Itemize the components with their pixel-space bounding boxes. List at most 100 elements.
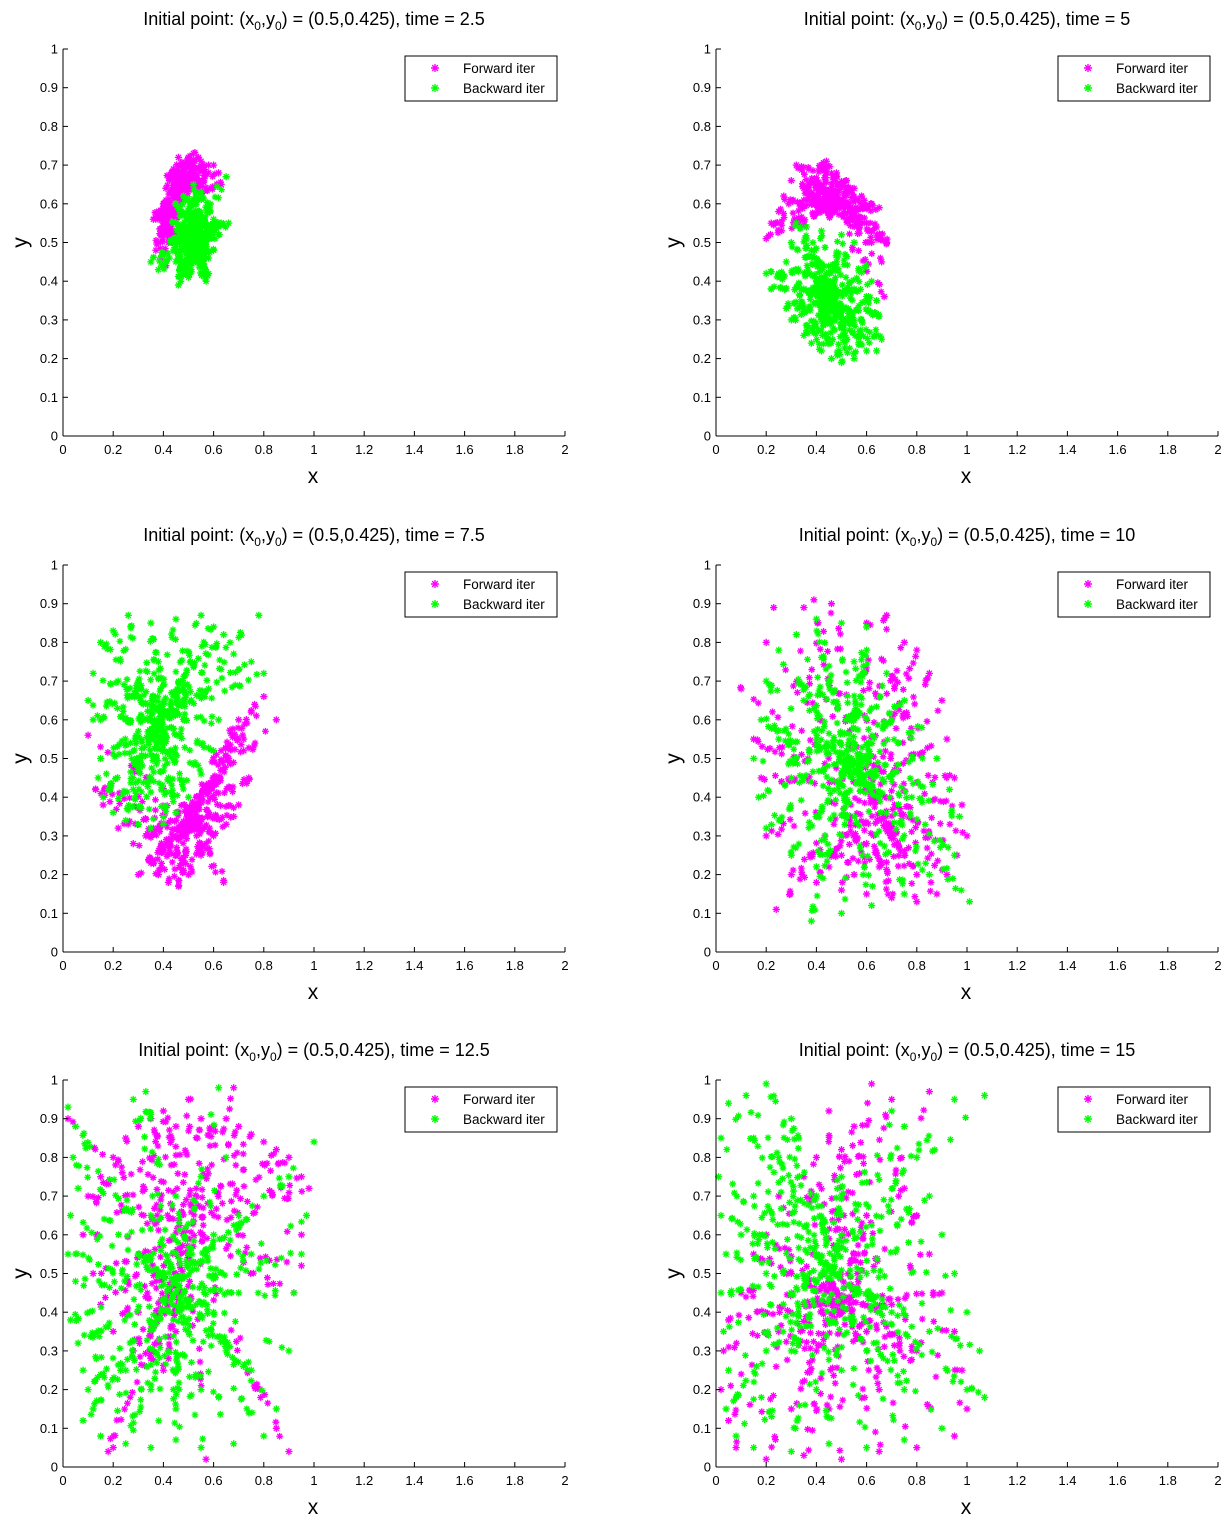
scatter-point bbox=[170, 825, 178, 833]
scatter-point bbox=[157, 1196, 165, 1204]
scatter-point bbox=[247, 1366, 255, 1374]
scatter-point bbox=[737, 684, 745, 691]
scatter-point bbox=[778, 221, 786, 229]
scatter-point bbox=[177, 230, 184, 238]
legend-label: Backward iter bbox=[1116, 81, 1198, 96]
scatter-point bbox=[261, 1292, 269, 1300]
scatter-point bbox=[254, 1289, 262, 1297]
scatter-point bbox=[860, 332, 867, 340]
scatter-point bbox=[168, 1236, 176, 1243]
scatter-point bbox=[159, 811, 167, 819]
scatter-point bbox=[183, 776, 191, 784]
scatter-point bbox=[838, 357, 846, 365]
scatter-point bbox=[857, 326, 865, 334]
scatter-point bbox=[151, 1129, 159, 1136]
scatter-point bbox=[155, 1155, 162, 1163]
scatter-point bbox=[950, 774, 959, 782]
scatter-point bbox=[114, 824, 122, 832]
scatter-point bbox=[233, 1149, 241, 1157]
scatter-point bbox=[232, 1191, 240, 1199]
y-tick-label: 0.7 bbox=[40, 674, 58, 689]
scatter-point bbox=[820, 200, 828, 207]
scatter-point bbox=[885, 877, 892, 885]
scatter-point bbox=[97, 1371, 104, 1379]
scatter-point bbox=[199, 223, 207, 231]
scatter-point bbox=[809, 252, 817, 260]
scatter-point bbox=[841, 177, 849, 185]
scatter-point bbox=[838, 750, 846, 757]
scatter-point bbox=[917, 795, 925, 803]
scatter-point bbox=[235, 1211, 243, 1220]
scatter-point bbox=[923, 717, 931, 725]
scatter-point bbox=[302, 1211, 311, 1220]
scatter-point bbox=[182, 1303, 190, 1311]
x-tick-label: 1 bbox=[310, 442, 317, 457]
scatter-point bbox=[194, 843, 201, 851]
scatter-point bbox=[174, 701, 182, 708]
scatter-point bbox=[866, 293, 874, 301]
scatter-point bbox=[849, 774, 856, 781]
scatter-point bbox=[154, 265, 162, 274]
scatter-point bbox=[230, 1152, 238, 1159]
scatter-point bbox=[862, 752, 870, 759]
scatter-point bbox=[797, 796, 805, 804]
scatter-point bbox=[195, 1345, 203, 1353]
scatter-point bbox=[870, 753, 878, 761]
scatter-point bbox=[808, 201, 815, 208]
scatter-point bbox=[198, 642, 206, 650]
x-tick-label: 0.4 bbox=[154, 442, 172, 457]
scatter-point bbox=[115, 789, 123, 797]
scatter-point bbox=[831, 274, 839, 281]
scatter-point bbox=[199, 1435, 207, 1443]
scatter-point bbox=[812, 808, 820, 816]
scatter-point bbox=[172, 1327, 180, 1336]
scatter-point bbox=[147, 1355, 155, 1363]
x-tick-label: 1.6 bbox=[1109, 442, 1127, 457]
scatter-point bbox=[209, 245, 217, 253]
scatter-point bbox=[207, 200, 214, 208]
data-points bbox=[737, 596, 974, 925]
scatter-point bbox=[165, 1186, 172, 1194]
scatter-point bbox=[856, 810, 864, 818]
scatter-point bbox=[176, 183, 184, 191]
scatter-point bbox=[285, 1347, 293, 1355]
scatter-point bbox=[222, 173, 230, 181]
scatter-point bbox=[131, 734, 139, 742]
scatter-point bbox=[241, 720, 248, 728]
scatter-point bbox=[213, 751, 220, 758]
scatter-point bbox=[189, 800, 197, 808]
scatter-point bbox=[900, 780, 908, 788]
scatter-point bbox=[157, 674, 165, 682]
y-tick-label: 0.1 bbox=[40, 906, 58, 921]
scatter-point bbox=[857, 220, 864, 227]
scatter-point bbox=[134, 871, 142, 879]
y-tick-label: 1 bbox=[51, 42, 58, 57]
scatter-point bbox=[181, 1146, 189, 1154]
scatter-point bbox=[237, 748, 244, 756]
scatter-point bbox=[815, 288, 823, 296]
scatter-point bbox=[189, 174, 197, 181]
scatter-point bbox=[806, 691, 813, 698]
scatter-point bbox=[142, 1350, 149, 1357]
scatter-point bbox=[821, 291, 829, 299]
scatter-point bbox=[150, 1152, 158, 1160]
legend-marker bbox=[1084, 580, 1092, 588]
scatter-point bbox=[121, 1405, 128, 1413]
scatter-point bbox=[802, 176, 810, 184]
scatter-point bbox=[169, 205, 177, 212]
scatter-point bbox=[867, 200, 875, 207]
scatter-point bbox=[879, 815, 887, 822]
scatter-point bbox=[799, 773, 806, 781]
scatter-point bbox=[200, 178, 208, 186]
x-tick-label: 0.2 bbox=[104, 442, 122, 457]
scatter-point bbox=[888, 823, 896, 831]
scatter-point bbox=[138, 798, 146, 806]
scatter-point bbox=[866, 621, 874, 629]
scatter-point bbox=[247, 707, 255, 714]
scatter-point bbox=[137, 804, 145, 812]
scatter-point bbox=[830, 305, 837, 313]
scatter-point bbox=[800, 856, 808, 863]
scatter-point bbox=[827, 329, 835, 337]
scatter-point bbox=[880, 718, 888, 726]
scatter-point bbox=[780, 210, 788, 217]
